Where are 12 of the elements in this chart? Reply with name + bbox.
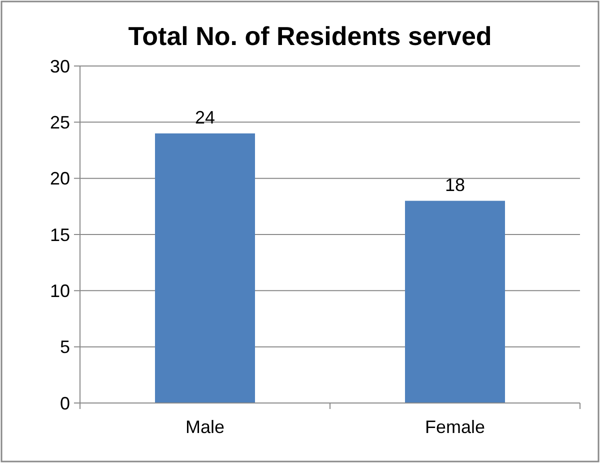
y-tick-label: 5 [60,337,70,358]
x-tick-label: Male [185,417,225,437]
y-tick-label: 25 [50,112,70,132]
y-tick-label: 20 [50,168,70,189]
y-tick-label: 0 [60,393,70,414]
y-tick-label: 15 [50,224,70,245]
y-tick-label: 30 [50,56,70,76]
x-tick-label: Female [424,417,486,437]
chart-title: Total No. of Residents served [128,21,492,51]
data-label: 18 [444,174,466,195]
data-label: 24 [194,107,216,128]
y-tick-label: 10 [50,280,70,301]
